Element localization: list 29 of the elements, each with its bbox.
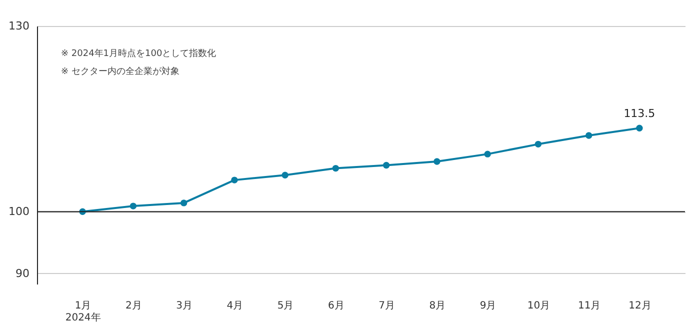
y-tick-label: 130 [8, 20, 30, 32]
x-tick-label: 1月 2024年 [65, 300, 101, 324]
point [484, 150, 491, 158]
x-tick-label: 11月 [578, 300, 601, 312]
point [282, 172, 288, 178]
point [585, 132, 592, 139]
x-tick-label: 2月 [126, 300, 142, 312]
x-tick-label: 10月 [527, 300, 550, 312]
x-tick-label: 7月 [378, 300, 395, 312]
x-tick-label: 8月 [429, 300, 446, 312]
annotation: ※ セクター内の全企業が対象 [61, 66, 180, 77]
annotation: ※ 2024年1月時点を100として指数化 [61, 48, 216, 59]
point [130, 202, 137, 210]
point [534, 140, 542, 148]
point [434, 158, 440, 165]
y-tick-label: 100 [8, 205, 30, 218]
point [636, 124, 643, 132]
point [180, 200, 188, 206]
point [332, 164, 340, 172]
point [382, 162, 390, 169]
x-tick-label: 4月 [226, 300, 244, 312]
y-tick-label: 90 [16, 266, 30, 280]
x-tick-label: 9月 [480, 300, 496, 312]
point [231, 176, 238, 184]
x-tick-label: 3月 [176, 300, 192, 312]
x-tick-label: 5月 [277, 300, 294, 312]
x-tick-label: 12月 [628, 300, 652, 312]
x-tick-label: 6月 [328, 300, 344, 312]
data-label: 113.5 [624, 107, 656, 120]
